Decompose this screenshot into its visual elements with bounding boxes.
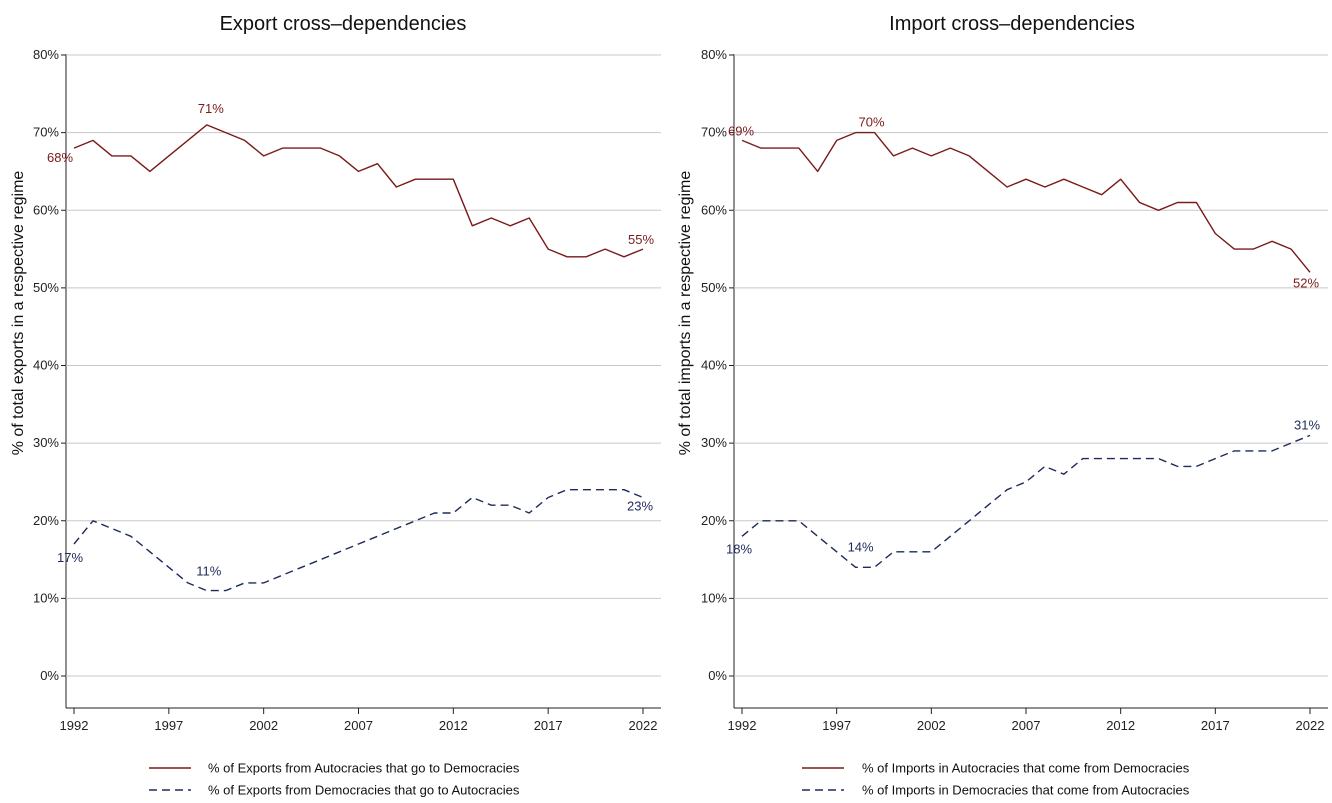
import-y-tick-label: 30% [701,435,727,450]
import-legend: % of Imports in Autocracies that come fr… [802,761,1190,798]
export-y-tick-label: 60% [33,202,59,217]
export-x-tick-label: 2002 [249,718,278,733]
export-y-tick-label: 0% [40,668,59,683]
import-tick-labels: 0% 10% 20% 30% 40% 50% 60% 70% 80% 1992 1997 2002 20… [701,47,1324,733]
export-series-solid-line [73,124,644,258]
export-data-label: 68% [47,150,73,165]
export-data-label: 23% [627,498,653,513]
export-data-label: 71% [198,101,224,116]
import-y-tick-label: 60% [701,202,727,217]
export-y-axis-label: % of total exports in a respective regim… [10,171,27,456]
import-x-tick-label: 1992 [728,718,757,733]
export-tick-labels: 0% 10% 20% 30% 40% 50% 60% 70% 80% 1992 1997 2002 20… [33,47,657,733]
export-annotations: 68% 71% 55% 17% 11% 23% [47,101,654,579]
import-annotations: 69% 70% 52% 18% 14% 31% [726,115,1320,557]
import-y-tick-label: 80% [701,47,727,62]
export-series-dashed-line [73,489,644,592]
import-series-dashed-line [741,434,1311,568]
export-chart-title: Export cross–dependencies [220,13,467,35]
export-legend-label: % of Exports from Autocracies that go to… [208,761,520,776]
export-x-tick-label: 2022 [629,718,658,733]
export-x-tick-label: 2012 [439,718,468,733]
export-x-tick-label: 1992 [60,718,89,733]
import-y-tick-label: 10% [701,590,727,605]
import-chart-title: Import cross–dependencies [889,13,1135,35]
import-x-tick-label: 2022 [1296,718,1325,733]
import-data-label: 18% [726,541,752,556]
export-x-tick-label: 2017 [534,718,563,733]
export-panel: Export cross–dependencies % of total exp… [10,13,661,798]
import-series [741,131,1311,568]
export-x-tick-label: 1997 [154,718,183,733]
import-legend-label: % of Imports in Democracies that come fr… [862,783,1190,798]
export-gridlines [61,54,661,714]
import-y-tick-label: 70% [701,125,727,140]
export-y-tick-label: 80% [33,47,59,62]
export-series [73,124,644,592]
import-data-label: 31% [1294,417,1320,432]
import-legend-label: % of Imports in Autocracies that come fr… [862,761,1190,776]
import-y-tick-label: 40% [701,358,727,373]
export-data-label: 11% [196,564,221,579]
import-data-label: 14% [848,539,874,554]
export-x-tick-label: 2007 [344,718,373,733]
import-y-tick-label: 0% [708,668,727,683]
export-y-tick-label: 70% [33,125,59,140]
import-data-label: 69% [728,123,754,138]
import-x-tick-label: 1997 [822,718,851,733]
import-x-tick-label: 2012 [1106,718,1135,733]
export-y-tick-label: 40% [33,358,59,373]
import-y-tick-label: 20% [701,513,727,528]
import-y-tick-label: 50% [701,280,727,295]
export-y-tick-label: 50% [33,280,59,295]
import-x-tick-label: 2002 [917,718,946,733]
export-y-tick-label: 20% [33,513,59,528]
import-series-solid-line [741,131,1311,273]
import-panel: Import cross–dependencies % of total imp… [677,13,1328,798]
export-data-label: 17% [57,550,83,565]
import-x-tick-label: 2017 [1201,718,1230,733]
import-data-label: 52% [1293,275,1319,290]
import-x-tick-label: 2007 [1012,718,1041,733]
import-gridlines [729,54,1328,714]
export-data-label: 55% [628,232,654,247]
export-legend: % of Exports from Autocracies that go to… [149,761,520,798]
export-legend-label: % of Exports from Democracies that go to… [208,783,520,798]
export-y-tick-label: 10% [33,590,59,605]
import-y-axis-label: % of total imports in a respective regim… [677,171,694,456]
export-y-tick-label: 30% [33,435,59,450]
import-data-label: 70% [859,115,885,130]
